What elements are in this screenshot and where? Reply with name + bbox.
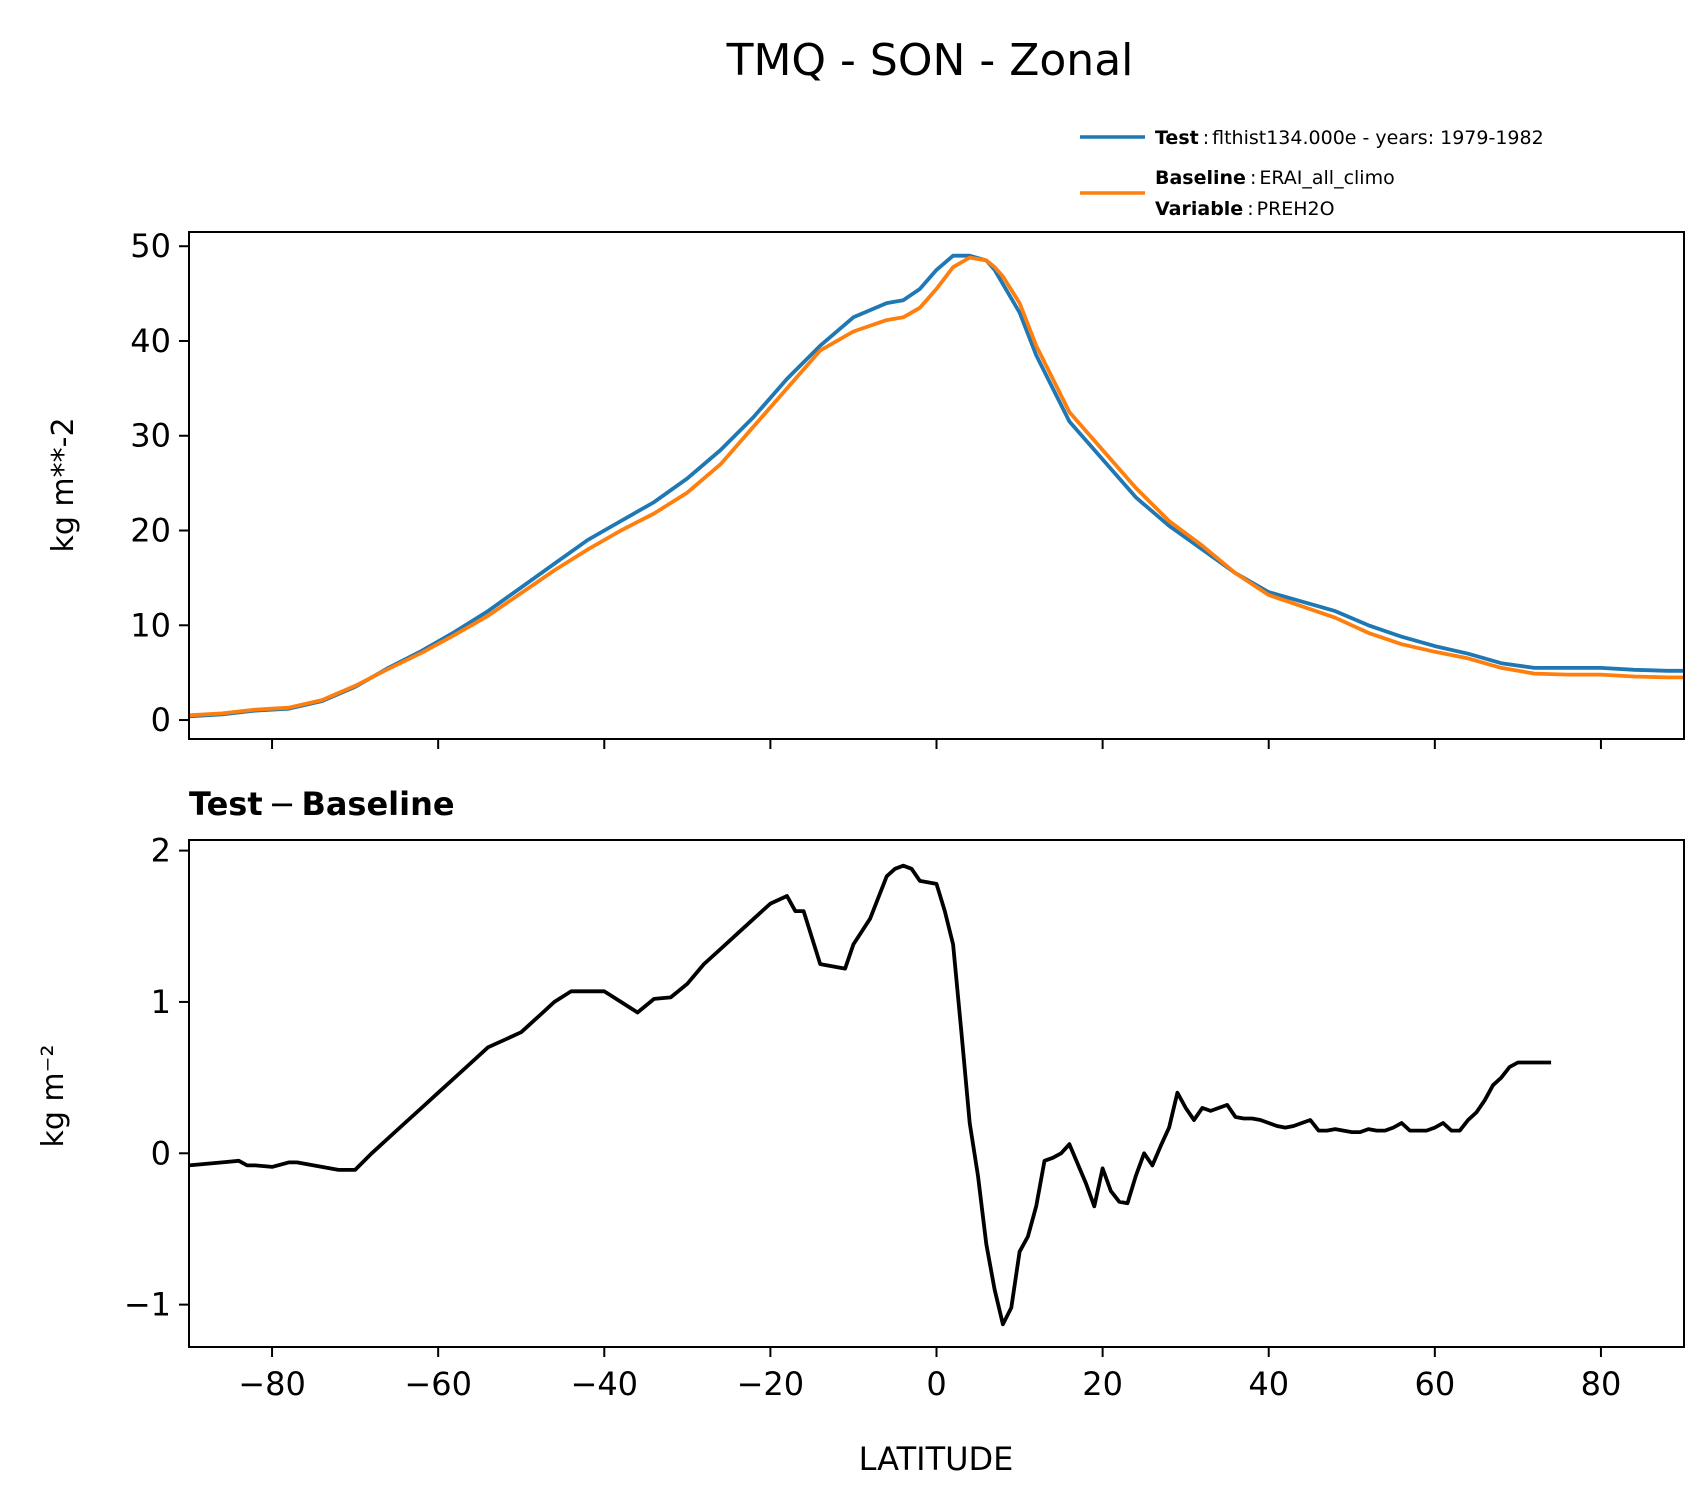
zonal-mean-y-tick-label: 20 bbox=[130, 512, 171, 550]
legend-variable-value: PREH2O bbox=[1257, 198, 1335, 220]
zonal-mean-y-axis-label: kg m**-2 bbox=[46, 417, 81, 552]
zonal-mean-y-ticks: 0 10 20 30 40 50 bbox=[130, 227, 189, 739]
legend: Test: flthist134.000e - years: 1979-1982 … bbox=[1080, 127, 1544, 220]
legend-baseline-label: Baseline: ERAI_all_climo bbox=[1155, 167, 1395, 189]
legend-test-key: Test bbox=[1155, 127, 1199, 149]
difference-series bbox=[188, 863, 1552, 1327]
zonal-mean-y-tick-label: 30 bbox=[130, 417, 171, 455]
legend-variable-sep: : bbox=[1247, 198, 1253, 220]
difference-title-test: Test bbox=[189, 785, 263, 823]
legend-variable-label: Variable: PREH2O bbox=[1155, 198, 1335, 220]
difference-x-tick-label: −60 bbox=[404, 1365, 472, 1403]
zonal-mean-series-test-line bbox=[188, 253, 1684, 719]
difference-x-tick-label: −80 bbox=[238, 1365, 306, 1403]
legend-test-value: flthist134.000e - years: 1979-1982 bbox=[1212, 127, 1544, 149]
zonal-mean-plot-frame bbox=[188, 231, 1685, 740]
legend-variable-key: Variable bbox=[1155, 198, 1243, 220]
zonal-mean-y-tick-label: 50 bbox=[130, 227, 171, 265]
difference-x-tick-label: −20 bbox=[737, 1365, 805, 1403]
difference-x-tick-label: 20 bbox=[1082, 1365, 1123, 1403]
zonal-mean-series-baseline-line bbox=[188, 255, 1684, 718]
difference-y-ticks: −1 0 1 2 bbox=[124, 832, 189, 1324]
chart-title: TMQ - SON - Zonal bbox=[726, 35, 1134, 86]
difference-plot-frame bbox=[188, 839, 1685, 1348]
difference-x-tick-label: 80 bbox=[1581, 1365, 1622, 1403]
legend-test-sep: : bbox=[1203, 127, 1209, 149]
zonal-mean-x-ticks bbox=[271, 739, 1602, 749]
difference-panel: Test − Baseline −1 0 1 2 −80 −60 −40 −20 0 20 40 60 8… bbox=[36, 785, 1685, 1403]
x-axis-label: LATITUDE bbox=[859, 1440, 1014, 1478]
legend-baseline-sep: : bbox=[1250, 167, 1256, 189]
difference-title-baseline: Baseline bbox=[301, 785, 454, 823]
zonal-mean-y-tick-label: 0 bbox=[151, 701, 171, 739]
zonal-mean-y-tick-label: 40 bbox=[130, 322, 171, 360]
zonal-mean-series bbox=[188, 253, 1684, 719]
legend-baseline-key: Baseline bbox=[1155, 167, 1246, 189]
legend-baseline-value: ERAI_all_climo bbox=[1259, 167, 1394, 189]
difference-x-tick-label: 0 bbox=[926, 1365, 946, 1403]
difference-y-tick-label: −1 bbox=[124, 1286, 171, 1324]
difference-x-tick-label: 60 bbox=[1414, 1365, 1455, 1403]
difference-y-axis-label: kg m⁻² bbox=[36, 1044, 71, 1147]
difference-title-minus: − bbox=[269, 785, 296, 823]
legend-test-label: Test: flthist134.000e - years: 1979-1982 bbox=[1155, 127, 1544, 149]
difference-x-ticks: −80 −60 −40 −20 0 20 40 60 80 bbox=[238, 1347, 1621, 1403]
zonal-mean-panel: 0 10 20 30 40 50 kg m**-2 bbox=[46, 227, 1685, 749]
difference-panel-title: Test − Baseline bbox=[189, 785, 455, 823]
zonal-mean-y-tick-label: 10 bbox=[130, 606, 171, 644]
difference-y-tick-label: 1 bbox=[151, 983, 171, 1021]
difference-x-tick-label: −40 bbox=[571, 1365, 639, 1403]
difference-y-tick-label: 0 bbox=[151, 1134, 171, 1172]
difference-x-tick-label: 40 bbox=[1248, 1365, 1289, 1403]
difference-y-tick-label: 2 bbox=[151, 832, 171, 870]
difference-series-test-baseline-line bbox=[188, 863, 1552, 1327]
